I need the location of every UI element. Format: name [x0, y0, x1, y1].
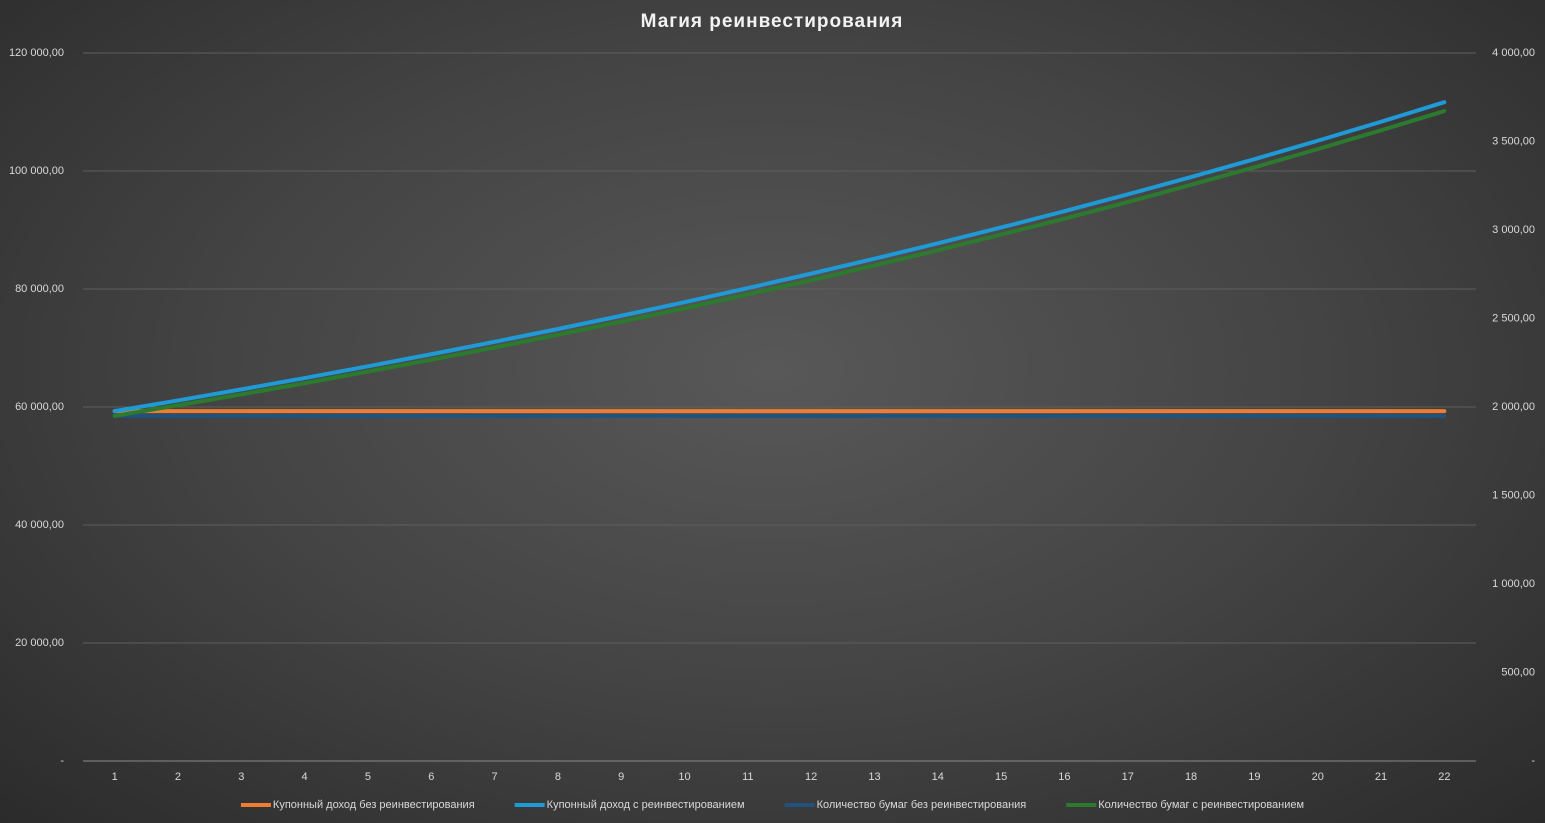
y2-tick-label: 2 000,00 — [1492, 401, 1535, 413]
x-tick-label: 12 — [805, 771, 817, 783]
x-tick-label: 4 — [302, 771, 308, 783]
x-tick-label: 2 — [175, 771, 181, 783]
y2-tick-label: - — [1531, 755, 1535, 767]
y2-tick-label: 2 500,00 — [1492, 312, 1535, 324]
y2-tick-label: 1 500,00 — [1492, 489, 1535, 501]
y2-tick-label: 4 000,00 — [1492, 47, 1535, 59]
x-tick-label: 6 — [428, 771, 434, 783]
x-tick-label: 20 — [1312, 771, 1324, 783]
y-tick-label: - — [60, 755, 64, 767]
legend-label: Количество бумаг без реинвестирования — [817, 799, 1027, 811]
x-tick-label: 18 — [1185, 771, 1197, 783]
x-tick-label: 16 — [1058, 771, 1070, 783]
y2-tick-label: 3 000,00 — [1492, 224, 1535, 236]
x-tick-label: 9 — [618, 771, 624, 783]
line-series — [112, 109, 1447, 418]
x-tick-label: 21 — [1375, 771, 1387, 783]
legend-label: Купонный доход с реинвестированием — [547, 799, 745, 811]
x-tick-label: 5 — [365, 771, 371, 783]
y-tick-label: 120 000,00 — [9, 47, 64, 59]
x-tick-label: 11 — [742, 771, 753, 783]
x-tick-label: 7 — [492, 771, 498, 783]
x-tick-label: 3 — [238, 771, 244, 783]
y-tick-label: 60 000,00 — [15, 401, 64, 413]
y-tick-label: 80 000,00 — [15, 283, 64, 295]
x-tick-label: 8 — [555, 771, 561, 783]
legend-label: Купонный доход без реинвестирования — [273, 799, 475, 811]
x-tick-label: 10 — [678, 771, 690, 783]
y-tick-label: 20 000,00 — [15, 637, 64, 649]
y2-tick-label: 500,00 — [1501, 666, 1535, 678]
y2-tick-label: 3 500,00 — [1492, 135, 1535, 147]
x-tick-label: 15 — [995, 771, 1007, 783]
line-series — [112, 100, 1447, 414]
x-tick-label: 19 — [1248, 771, 1260, 783]
y-tick-label: 40 000,00 — [15, 519, 64, 531]
legend-label: Количество бумаг с реинвестированием — [1098, 799, 1304, 811]
y-tick-label: 100 000,00 — [9, 165, 64, 177]
x-tick-label: 13 — [868, 771, 880, 783]
chart-title: Магия реинвестирования — [641, 11, 904, 32]
x-tick-label: 1 — [112, 771, 118, 783]
x-tick-label: 14 — [932, 771, 944, 783]
y2-tick-label: 1 000,00 — [1492, 578, 1535, 590]
x-tick-label: 17 — [1122, 771, 1134, 783]
x-tick-label: 22 — [1438, 771, 1450, 783]
